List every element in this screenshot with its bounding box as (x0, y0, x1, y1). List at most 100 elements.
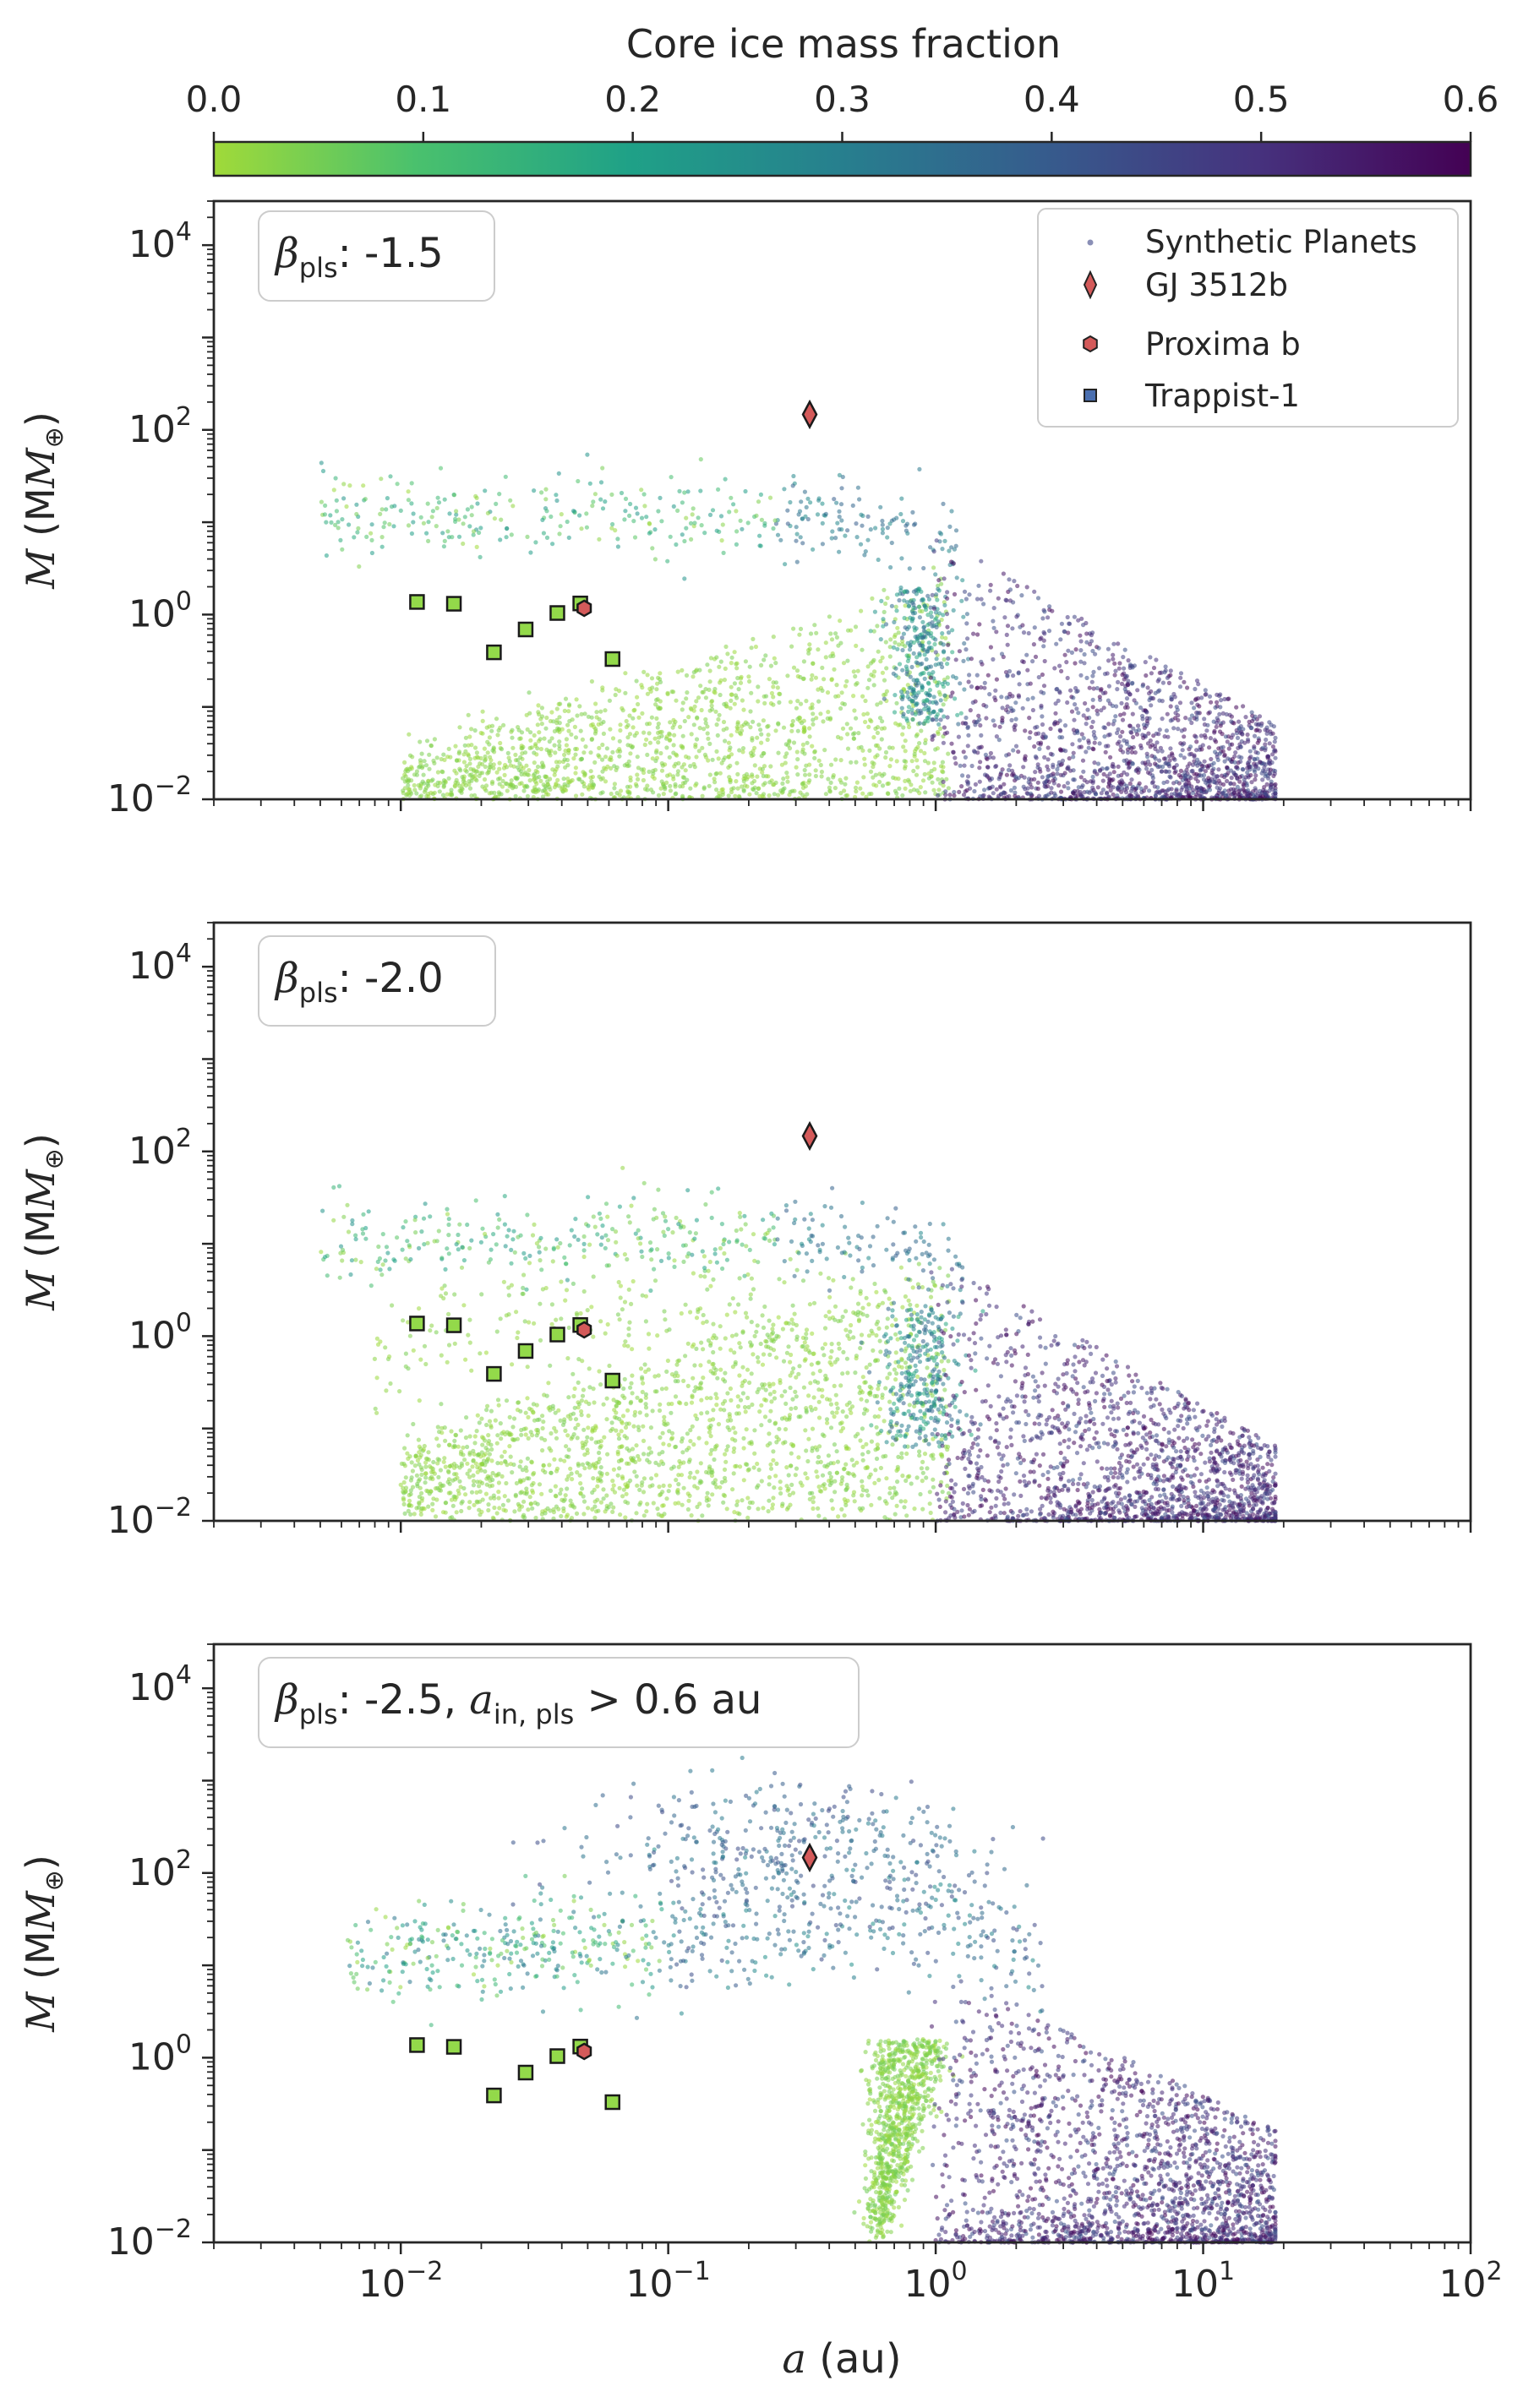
synthetic-planet-point (496, 1403, 501, 1408)
synthetic-planet-point (692, 1363, 697, 1368)
synthetic-planet-point (1136, 723, 1141, 728)
synthetic-planet-point (1007, 763, 1013, 768)
synthetic-planet-point (478, 771, 483, 776)
synthetic-planet-point (867, 1362, 872, 1367)
synthetic-planet-point (598, 480, 604, 485)
synthetic-planet-point (559, 1487, 564, 1492)
synthetic-planet-point (1148, 771, 1153, 776)
synthetic-planet-point (598, 791, 603, 796)
synthetic-planet-point (1097, 741, 1102, 746)
synthetic-planet-point (591, 499, 596, 504)
synthetic-planet-point (707, 687, 712, 693)
synthetic-planet-point (1230, 742, 1235, 747)
synthetic-planet-point (942, 714, 947, 719)
synthetic-planet-point (1120, 717, 1126, 722)
synthetic-planet-point (1272, 771, 1277, 776)
synthetic-planet-point (946, 786, 951, 791)
synthetic-planet-point (845, 1370, 850, 1376)
synthetic-planet-point (639, 767, 644, 772)
synthetic-planet-point (425, 501, 430, 506)
synthetic-planet-point (1069, 650, 1074, 656)
synthetic-planet-point (1204, 692, 1209, 697)
synthetic-planet-point (1242, 777, 1247, 782)
synthetic-planet-point (882, 771, 887, 776)
synthetic-planet-point (675, 769, 681, 774)
synthetic-planet-point (533, 789, 538, 795)
synthetic-planet-point (762, 520, 767, 526)
synthetic-planet-point (884, 1325, 889, 1330)
synthetic-planet-point (866, 724, 871, 730)
synthetic-planet-point (1116, 679, 1121, 685)
synthetic-planet-point (1273, 755, 1278, 760)
synthetic-planet-point (778, 1486, 783, 1491)
synthetic-planet-point (802, 751, 807, 756)
synthetic-planet-point (928, 1510, 933, 1516)
synthetic-planet-point (693, 783, 698, 788)
synthetic-planet-point (1124, 673, 1129, 678)
synthetic-planet-point (347, 483, 352, 488)
synthetic-planet-point (603, 499, 608, 504)
synthetic-planet-point (916, 604, 922, 609)
synthetic-planet-point (762, 751, 767, 756)
synthetic-planet-point (838, 791, 843, 796)
synthetic-planet-point (828, 1425, 834, 1430)
synthetic-planet-point (972, 788, 977, 794)
synthetic-planet-point (933, 572, 938, 577)
legend-label-proxima: Proxima b (1145, 326, 1301, 362)
synthetic-planet-point (1137, 781, 1142, 786)
synthetic-planet-point (807, 726, 812, 731)
synthetic-planet-point (810, 1331, 815, 1336)
synthetic-planet-point (917, 586, 922, 591)
synthetic-planet-point (874, 1425, 879, 1430)
synthetic-planet-point (659, 768, 665, 773)
synthetic-planet-point (823, 640, 828, 646)
synthetic-planet-point (964, 715, 969, 721)
synthetic-planet-point (451, 1462, 457, 1467)
synthetic-planet-point (763, 653, 768, 658)
synthetic-planet-point (1028, 681, 1033, 686)
synthetic-planet-point (502, 772, 507, 778)
synthetic-planet-point (921, 565, 926, 571)
synthetic-planet-point (834, 683, 839, 688)
synthetic-planet-point (726, 765, 731, 771)
synthetic-planet-point (849, 726, 854, 731)
synthetic-planet-point (556, 471, 561, 477)
synthetic-planet-point (878, 504, 883, 509)
synthetic-planet-point (820, 520, 825, 526)
synthetic-planet-point (588, 775, 593, 780)
synthetic-planet-point (979, 733, 984, 738)
synthetic-planet-point (566, 728, 571, 733)
synthetic-planet-point (521, 788, 527, 793)
synthetic-planet-point (729, 655, 734, 660)
synthetic-planet-point (717, 529, 722, 535)
synthetic-planet-point (920, 684, 925, 689)
synthetic-planet-point (879, 598, 884, 604)
synthetic-planet-point (524, 783, 529, 788)
synthetic-planet-point (440, 1510, 446, 1515)
synthetic-planet-point (906, 1298, 911, 1303)
synthetic-planet-point (641, 1490, 647, 1495)
synthetic-planet-point (1090, 774, 1095, 780)
synthetic-planet-point (831, 775, 836, 780)
synthetic-planet-point (497, 782, 502, 787)
synthetic-planet-point (762, 781, 767, 786)
synthetic-planet-point (471, 529, 477, 534)
synthetic-planet-point (636, 776, 641, 782)
synthetic-planet-point (875, 725, 881, 730)
synthetic-planet-point (837, 472, 843, 478)
synthetic-planet-point (1194, 785, 1199, 790)
synthetic-planet-point (630, 744, 636, 749)
synthetic-planet-point (1229, 719, 1234, 724)
synthetic-planet-point (692, 520, 697, 526)
synthetic-planet-point (794, 538, 799, 543)
synthetic-planet-point (720, 522, 725, 527)
synthetic-planet-point (920, 778, 926, 783)
synthetic-planet-point (1217, 711, 1222, 717)
synthetic-planet-point (531, 1472, 536, 1477)
synthetic-planet-point (933, 610, 938, 615)
synthetic-planet-point (1102, 734, 1107, 739)
synthetic-planet-point (1078, 789, 1083, 795)
synthetic-planet-point (896, 776, 901, 782)
synthetic-planet-point (800, 781, 805, 787)
synthetic-planet-point (378, 511, 383, 517)
